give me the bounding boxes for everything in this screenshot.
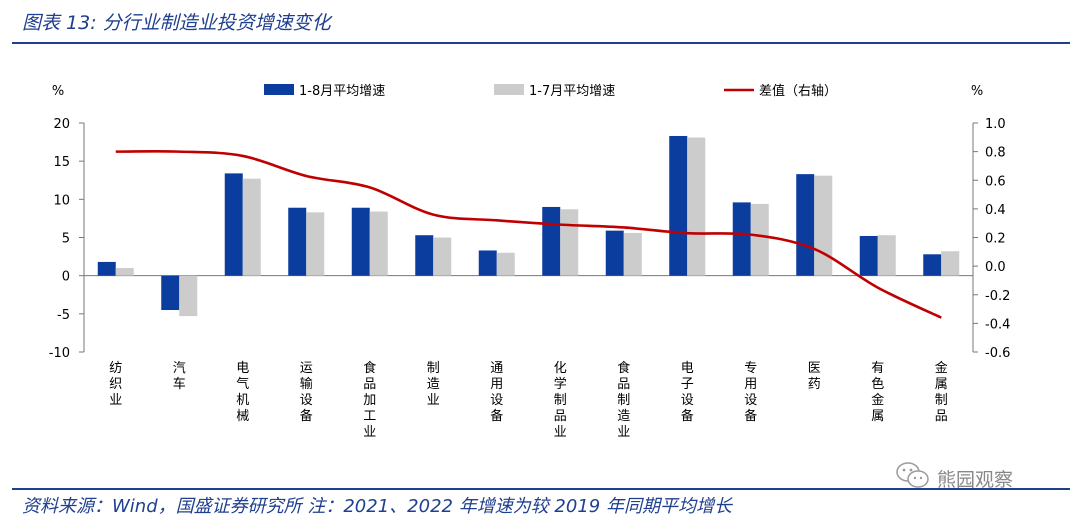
category-label: 电气机械 bbox=[236, 361, 250, 424]
source-note: 资料来源：Wind，国盛证券研究所 注：2021、2022 年增速为较 2019… bbox=[22, 496, 732, 517]
category-label: 有色金属 bbox=[871, 361, 885, 424]
bar-1-7-month bbox=[560, 209, 579, 276]
y-left-tick-label: -5 bbox=[57, 308, 70, 323]
bar-1-7-month bbox=[687, 137, 706, 276]
category-label: 制造业 bbox=[426, 361, 440, 408]
category-label: 金属制品 bbox=[934, 361, 948, 424]
bar-1-7-month bbox=[941, 251, 960, 276]
bar-1-7-month bbox=[750, 203, 769, 276]
y-right-unit-label: % bbox=[971, 84, 983, 99]
figure-title: 图表 13: 分行业制造业投资增速变化 bbox=[22, 12, 331, 34]
bar-1-8-month bbox=[859, 235, 878, 276]
bar-line-chart: -10 -5 0 5 10 15 20 -0.6 -0.4 -0.2 0.0 0.2 0.4 0.6 0.8… bbox=[49, 83, 1011, 361]
bar-1-8-month bbox=[732, 202, 751, 276]
legend-swatch-1-8-month bbox=[264, 84, 294, 95]
bar-1-7-month bbox=[433, 237, 452, 276]
legend-swatch-1-7-month bbox=[494, 84, 524, 95]
y-right-tick-label: 0.8 bbox=[985, 146, 1006, 161]
y-left-tick-label: 15 bbox=[53, 155, 70, 170]
bar-1-7-month bbox=[242, 178, 261, 276]
category-label: 食品加工业 bbox=[363, 361, 377, 440]
y-left-unit-label: % bbox=[52, 84, 64, 99]
bar-1-8-month bbox=[542, 206, 561, 276]
category-label: 通用设备 bbox=[490, 361, 504, 424]
bar-1-8-month bbox=[224, 173, 243, 276]
bar-1-8-month bbox=[415, 235, 434, 276]
bar-1-7-month bbox=[623, 232, 642, 276]
bar-1-8-month bbox=[605, 230, 624, 276]
y-right-tick-label: -0.2 bbox=[985, 289, 1010, 304]
watermark-text: 熊园观察 bbox=[937, 469, 1014, 491]
bar-1-8-month bbox=[796, 174, 815, 276]
category-label: 纺织业 bbox=[109, 361, 123, 408]
y-right-tick-label: -0.6 bbox=[985, 346, 1010, 361]
bar-1-7-month bbox=[814, 175, 833, 276]
bar-1-7-month bbox=[496, 252, 515, 276]
category-label: 食品制造业 bbox=[617, 361, 631, 440]
y-left-tick-label: -10 bbox=[49, 346, 70, 361]
title-rule bbox=[12, 42, 1070, 44]
legend-group: 1-8月平均增速 1-7月平均增速 差值（右轴） bbox=[264, 83, 837, 99]
y-right-tick-label: -0.4 bbox=[985, 317, 1010, 332]
y-right-tick-label: 0.2 bbox=[985, 232, 1006, 247]
category-label: 运输设备 bbox=[299, 361, 313, 424]
bars-group bbox=[97, 135, 960, 317]
watermark: 熊园观察 bbox=[895, 460, 1055, 492]
bar-1-7-month bbox=[877, 235, 896, 276]
category-label: 化学制品业 bbox=[553, 361, 567, 440]
footer-rule bbox=[12, 488, 1070, 490]
wechat-icon bbox=[896, 462, 929, 488]
y-left-tick-label: 0 bbox=[62, 270, 70, 285]
bar-1-8-month bbox=[161, 275, 180, 311]
bar-1-7-month bbox=[179, 275, 198, 317]
y-left-tick-label: 10 bbox=[53, 193, 70, 208]
legend-label-1-7-month: 1-7月平均增速 bbox=[529, 84, 615, 99]
y-right-tick-label: 0.6 bbox=[985, 174, 1006, 189]
bar-1-8-month bbox=[669, 135, 688, 276]
y-right-tick-label: 0.0 bbox=[985, 260, 1006, 275]
category-label: 专用设备 bbox=[744, 361, 758, 424]
legend-label-difference: 差值（右轴） bbox=[759, 83, 837, 99]
category-label: 医药 bbox=[807, 361, 821, 392]
bar-1-7-month bbox=[306, 212, 325, 276]
bar-1-7-month bbox=[369, 211, 388, 276]
axes-group: -10 -5 0 5 10 15 20 -0.6 -0.4 -0.2 0.0 0.2 0.4 0.6 0.8… bbox=[49, 84, 1011, 361]
bar-1-8-month bbox=[288, 207, 307, 276]
y-right-tick-label: 0.4 bbox=[985, 203, 1006, 218]
bar-1-8-month bbox=[97, 261, 116, 276]
bar-1-8-month bbox=[478, 250, 497, 276]
bar-1-8-month bbox=[351, 207, 370, 276]
category-label: 电子设备 bbox=[680, 361, 694, 424]
y-left-tick-label: 5 bbox=[62, 232, 70, 247]
legend-label-1-8-month: 1-8月平均增速 bbox=[299, 84, 385, 99]
bar-1-8-month bbox=[923, 254, 942, 276]
line-group bbox=[115, 150, 942, 319]
y-left-tick-label: 20 bbox=[53, 117, 70, 132]
bar-1-7-month bbox=[115, 268, 134, 276]
category-label: 汽车 bbox=[172, 361, 186, 392]
y-right-tick-label: 1.0 bbox=[985, 117, 1006, 132]
